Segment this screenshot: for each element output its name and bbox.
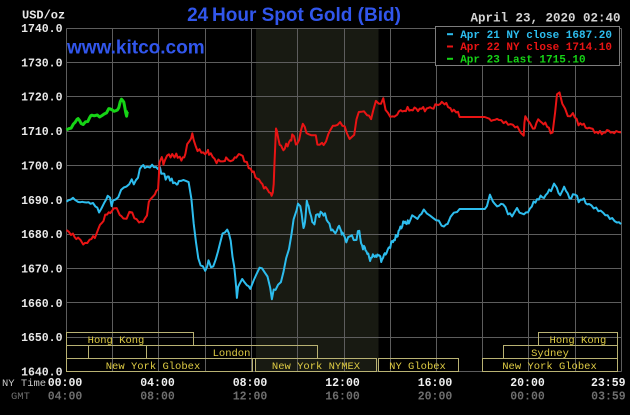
svg-text:GMT: GMT bbox=[11, 391, 30, 403]
svg-text:1740.0: 1740.0 bbox=[21, 23, 63, 36]
svg-text:Apr 23 Last 1715.10: Apr 23 Last 1715.10 bbox=[460, 54, 585, 66]
svg-text:12:00: 12:00 bbox=[233, 391, 268, 404]
svg-text:1650.0: 1650.0 bbox=[21, 332, 63, 345]
svg-text:1660.0: 1660.0 bbox=[21, 298, 63, 311]
svg-text:Apr 21 NY close 1687.20: Apr 21 NY close 1687.20 bbox=[460, 30, 612, 42]
svg-text:1640.0: 1640.0 bbox=[21, 367, 63, 380]
svg-text:04:00: 04:00 bbox=[140, 377, 175, 390]
svg-text:Hong Kong: Hong Kong bbox=[550, 335, 607, 347]
svg-text:03:59: 03:59 bbox=[591, 391, 626, 404]
svg-text:16:00: 16:00 bbox=[325, 391, 360, 404]
svg-text:www.kitco.com: www.kitco.com bbox=[66, 38, 205, 59]
svg-text:12:00: 12:00 bbox=[325, 377, 360, 390]
svg-text:1690.0: 1690.0 bbox=[21, 195, 63, 208]
svg-text:1720.0: 1720.0 bbox=[21, 92, 63, 105]
svg-text:NY Time: NY Time bbox=[2, 378, 46, 390]
svg-text:1700.0: 1700.0 bbox=[21, 160, 63, 173]
svg-text:20:00: 20:00 bbox=[418, 391, 453, 404]
svg-text:00:00: 00:00 bbox=[510, 391, 545, 404]
svg-text:London: London bbox=[213, 348, 251, 360]
svg-text:1670.0: 1670.0 bbox=[21, 263, 63, 276]
svg-text:USD/oz: USD/oz bbox=[22, 9, 65, 23]
svg-text:New York Globex: New York Globex bbox=[106, 361, 201, 373]
svg-text:16:00: 16:00 bbox=[418, 377, 453, 390]
svg-text:Hong Kong: Hong Kong bbox=[88, 335, 145, 347]
svg-text:New York NYMEX: New York NYMEX bbox=[272, 361, 361, 373]
svg-text:08:00: 08:00 bbox=[140, 391, 175, 404]
svg-text:New York Globex: New York Globex bbox=[502, 361, 597, 373]
svg-text:Apr 22 NY close 1714.10: Apr 22 NY close 1714.10 bbox=[460, 42, 612, 54]
svg-text:00:00: 00:00 bbox=[48, 377, 83, 390]
svg-text:04:00: 04:00 bbox=[48, 391, 83, 404]
svg-text:20:00: 20:00 bbox=[510, 377, 545, 390]
svg-text:24 Hour Spot Gold (Bid): 24 Hour Spot Gold (Bid) bbox=[187, 5, 401, 26]
svg-text:NY Globex: NY Globex bbox=[389, 361, 446, 373]
svg-text:1730.0: 1730.0 bbox=[21, 57, 63, 70]
svg-text:1710.0: 1710.0 bbox=[21, 126, 63, 139]
svg-text:23:59: 23:59 bbox=[591, 377, 626, 390]
svg-text:Sydney: Sydney bbox=[531, 348, 569, 360]
svg-text:08:00: 08:00 bbox=[233, 377, 268, 390]
svg-text:April 23, 2020 02:40: April 23, 2020 02:40 bbox=[470, 12, 620, 26]
svg-text:1680.0: 1680.0 bbox=[21, 229, 63, 242]
